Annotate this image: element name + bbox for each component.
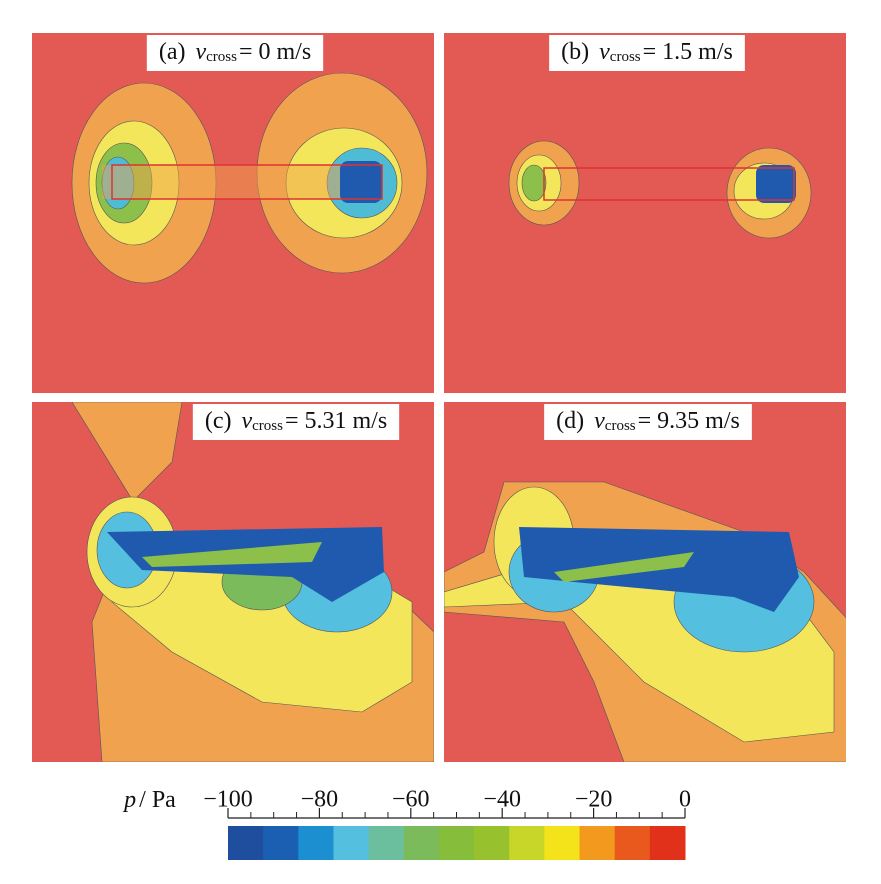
panel-title: (d) vcross= 9.35 m/s [556,408,740,435]
tick-label: −40 [483,787,521,813]
velocity-value: = 5.31 m/s [285,408,387,434]
title-box [544,404,752,440]
velocity-value: = 9.35 m/s [638,408,740,434]
colorbar-swatch [614,826,651,860]
tick-label: −60 [392,787,430,813]
panel-c [32,402,434,762]
velocity-value: = 0 m/s [239,39,311,65]
colorbar-swatch [228,826,264,860]
velocity-subscript: cross [610,49,641,65]
colorbar-swatch [298,826,334,860]
panel-title: (b) vcross= 1.5 m/s [561,39,733,66]
colorbar-swatch [509,826,545,860]
colorbar-swatch [438,826,475,860]
panel-label: (c) [205,408,232,434]
panel-a [32,33,434,393]
tick-label: −80 [301,787,339,813]
colorbar-swatch [263,826,299,860]
title-box [549,35,745,71]
panel-title: (c) vcross= 5.31 m/s [205,408,387,435]
tick-label: −100 [203,787,253,813]
panel-d [444,402,846,762]
velocity-value: = 1.5 m/s [643,39,733,65]
panel-label: (b) [561,39,589,65]
colorbar: −100 −80 −60 −40 −20 0 p / Pa [122,787,691,860]
panel-label: (a) [159,39,186,65]
panel-label: (d) [556,408,584,434]
velocity-symbol: v [599,39,610,65]
pressure-symbol: p [122,787,136,813]
velocity-symbol: v [594,408,605,434]
colorbar-swatch [403,826,440,860]
title-box [192,404,400,440]
tick-label: 0 [679,787,691,813]
colorbar-swatch [368,826,405,860]
pressure-unit: / Pa [139,787,176,813]
colorbar-swatch [474,826,510,860]
colorbar-swatch [333,826,370,860]
panel-b [444,33,846,393]
velocity-subscript: cross [206,49,237,65]
panel-titles: (a) vcross= 0 m/s (b) vcross= 1.5 m/s(c) vcr… [146,35,752,440]
velocity-subscript: cross [605,418,636,434]
velocity-subscript: cross [252,418,283,434]
velocity-symbol: v [241,408,252,434]
tick-label: −20 [575,787,613,813]
panel-title: (a) vcross= 0 m/s [159,39,311,66]
colorbar-swatch [579,826,616,860]
velocity-symbol: v [195,39,206,65]
colorbar-swatch [649,826,686,860]
colorbar-swatch [544,826,581,860]
colorbar-label: p / Pa [122,787,176,813]
title-box [146,35,324,71]
